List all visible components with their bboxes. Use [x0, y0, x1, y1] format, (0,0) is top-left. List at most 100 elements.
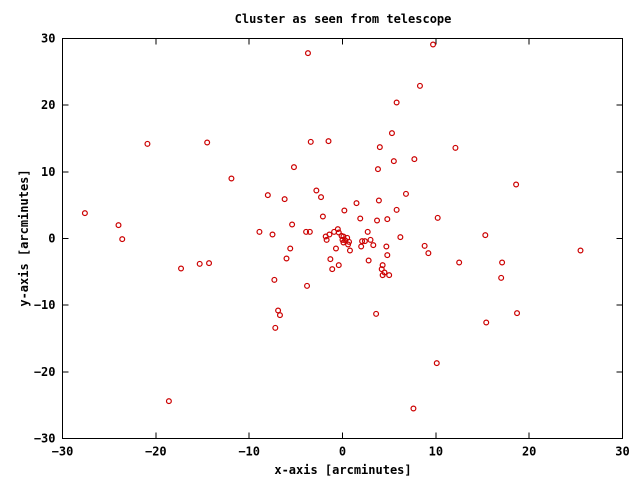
data-point [379, 262, 386, 269]
data-point [335, 262, 342, 269]
data-point [345, 241, 352, 248]
data-point [339, 236, 346, 243]
data-point [397, 234, 404, 241]
y-tick-label: −20 [34, 365, 56, 379]
data-point [325, 138, 332, 145]
data-point [375, 197, 382, 204]
data-point [411, 156, 418, 163]
data-point [196, 260, 203, 267]
data-point [390, 158, 397, 165]
data-point [367, 236, 374, 243]
data-point [313, 187, 320, 194]
data-point [332, 245, 339, 252]
data-point [393, 99, 400, 106]
y-tick-label: 30 [41, 32, 55, 46]
data-point [353, 200, 360, 207]
data-point [381, 269, 388, 276]
chart-title: Cluster as seen from telescope [235, 12, 452, 26]
x-tick-label: −20 [145, 445, 167, 459]
data-point [272, 324, 279, 331]
data-point [386, 272, 393, 279]
data-point [334, 226, 341, 233]
data-point [206, 260, 213, 267]
data-point [283, 255, 290, 262]
y-tick-label: 10 [41, 165, 55, 179]
data-point [456, 259, 463, 266]
data-point [376, 144, 383, 151]
data-point [383, 243, 390, 250]
data-point [416, 82, 423, 89]
data-point [482, 232, 489, 239]
data-point [384, 216, 391, 223]
data-point [434, 214, 441, 221]
data-point [425, 250, 432, 257]
data-point [289, 221, 296, 228]
data-point [365, 257, 372, 264]
data-point [341, 207, 348, 214]
data-point [287, 245, 294, 252]
data-point [271, 276, 278, 283]
data-point [319, 213, 326, 220]
x-tick-label: 10 [429, 445, 443, 459]
y-tick-label: −30 [34, 432, 56, 446]
data-point [388, 130, 395, 137]
data-point [81, 210, 88, 217]
data-point [364, 228, 371, 235]
y-tick-label: −10 [34, 298, 56, 312]
x-tick-label: 0 [339, 445, 346, 459]
data-point [374, 166, 381, 173]
data-point [357, 215, 364, 222]
axis-tick-labels: −30 −20 −10 0 10 20 30 −30 −20 −10 0 10 20 30 [34, 32, 630, 459]
data-point [323, 236, 330, 243]
data-point [430, 41, 437, 48]
data-point [421, 242, 428, 249]
data-point [256, 228, 263, 235]
data-point [276, 312, 283, 319]
data-point [326, 231, 333, 238]
x-tick-label: 30 [615, 445, 629, 459]
data-point [346, 238, 353, 245]
data-point [359, 238, 366, 245]
data-point [204, 139, 211, 146]
data-point [452, 144, 459, 151]
data-point [228, 175, 235, 182]
data-point [144, 140, 151, 147]
data-point [119, 236, 126, 243]
x-tick-label: −30 [52, 445, 74, 459]
data-point [358, 243, 365, 250]
data-point [281, 196, 288, 203]
data-point [264, 192, 271, 199]
data-point [306, 228, 313, 235]
data-point [514, 310, 521, 317]
y-tick-label: 20 [41, 98, 55, 112]
data-point [370, 242, 377, 249]
data-point [410, 405, 417, 412]
data-point [269, 231, 276, 238]
x-axis-label: x-axis [arcminutes] [274, 463, 411, 477]
data-point [304, 50, 311, 57]
data-points [81, 41, 584, 412]
data-point [361, 238, 368, 245]
data-point [346, 247, 353, 254]
data-point [513, 181, 520, 188]
data-point [318, 194, 325, 201]
data-point [290, 164, 297, 171]
data-point [373, 310, 380, 317]
data-point [303, 228, 310, 235]
data-point [327, 256, 334, 263]
x-tick-label: −10 [238, 445, 260, 459]
data-point [393, 206, 400, 213]
y-axis-label: y-axis [arcminutes] [17, 169, 31, 306]
y-tick-label: 0 [48, 232, 55, 246]
data-point [304, 282, 311, 289]
data-point [384, 252, 391, 259]
data-point [165, 398, 172, 405]
data-point [483, 319, 490, 326]
x-tick-label: 20 [522, 445, 536, 459]
data-point [329, 266, 336, 273]
data-point [115, 222, 122, 229]
data-point [499, 259, 506, 266]
data-point [577, 247, 584, 254]
data-point [374, 217, 381, 224]
